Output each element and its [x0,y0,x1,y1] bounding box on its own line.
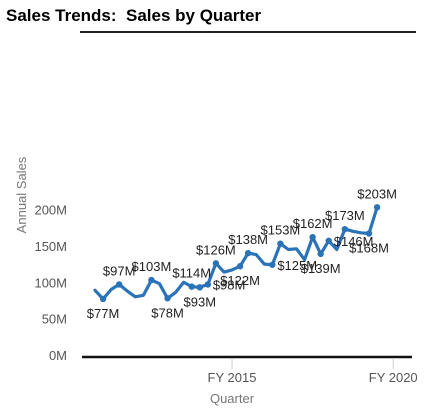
data-label: $125M [277,258,317,273]
y-tick-label: 200M [34,203,67,218]
data-point [309,233,316,241]
data-label: $168M [349,241,389,256]
series-group [93,204,381,303]
data-point [212,260,220,267]
data-point [164,295,171,302]
data-label: $153M [261,223,301,238]
data-label: $114M [172,266,211,281]
data-label: $103M [132,259,172,274]
chart-title: Sales Trends: Sales by Quarter [6,6,262,25]
y-tick-label: 100M [34,275,67,290]
data-point [236,263,244,270]
x-tick-label: FY 2015 [208,370,257,385]
data-label: $146M [334,234,374,249]
data-label: $78M [151,305,184,320]
data-point [148,276,155,284]
x-axis-title: Quarter [210,391,255,406]
y-tick-label: 50M [42,312,67,327]
data-point [115,281,123,288]
x-axis-ticks: FY 2015 FY 2020 [208,358,418,385]
data-label: $97M [103,263,136,278]
y-axis-ticks: 0M 50M 100M 150M 200M [34,203,67,364]
data-label: $122M [220,273,260,288]
data-point [365,230,373,237]
y-tick-label: 0M [49,348,67,363]
data-labels: $97M $77M $103M $78M $114M $93M $98M $126M$138M… [87,186,397,321]
data-label: $77M [87,306,120,321]
data-label: $98M [213,277,246,292]
data-point [196,284,203,291]
y-tick-label: 150M [34,239,67,254]
data-label: $138M [228,232,268,247]
data-label: $173M [325,208,365,223]
data-point [341,225,349,233]
data-label: $126M [196,242,236,257]
data-point [204,281,212,288]
data-point [325,237,332,244]
data-point [269,261,276,268]
y-axis-title: Annual Sales [14,156,29,233]
data-label: $139M [301,261,341,276]
data-label: $203M [357,186,397,201]
x-tick-label: FY 2020 [369,370,418,385]
data-point [99,295,107,303]
data-point [277,240,284,247]
data-label: $162M [293,216,333,231]
data-point [373,204,381,211]
data-point [188,283,195,290]
data-point [317,250,324,258]
data-label: $93M [184,294,217,309]
data-point [244,249,252,257]
title-divider [80,31,416,33]
